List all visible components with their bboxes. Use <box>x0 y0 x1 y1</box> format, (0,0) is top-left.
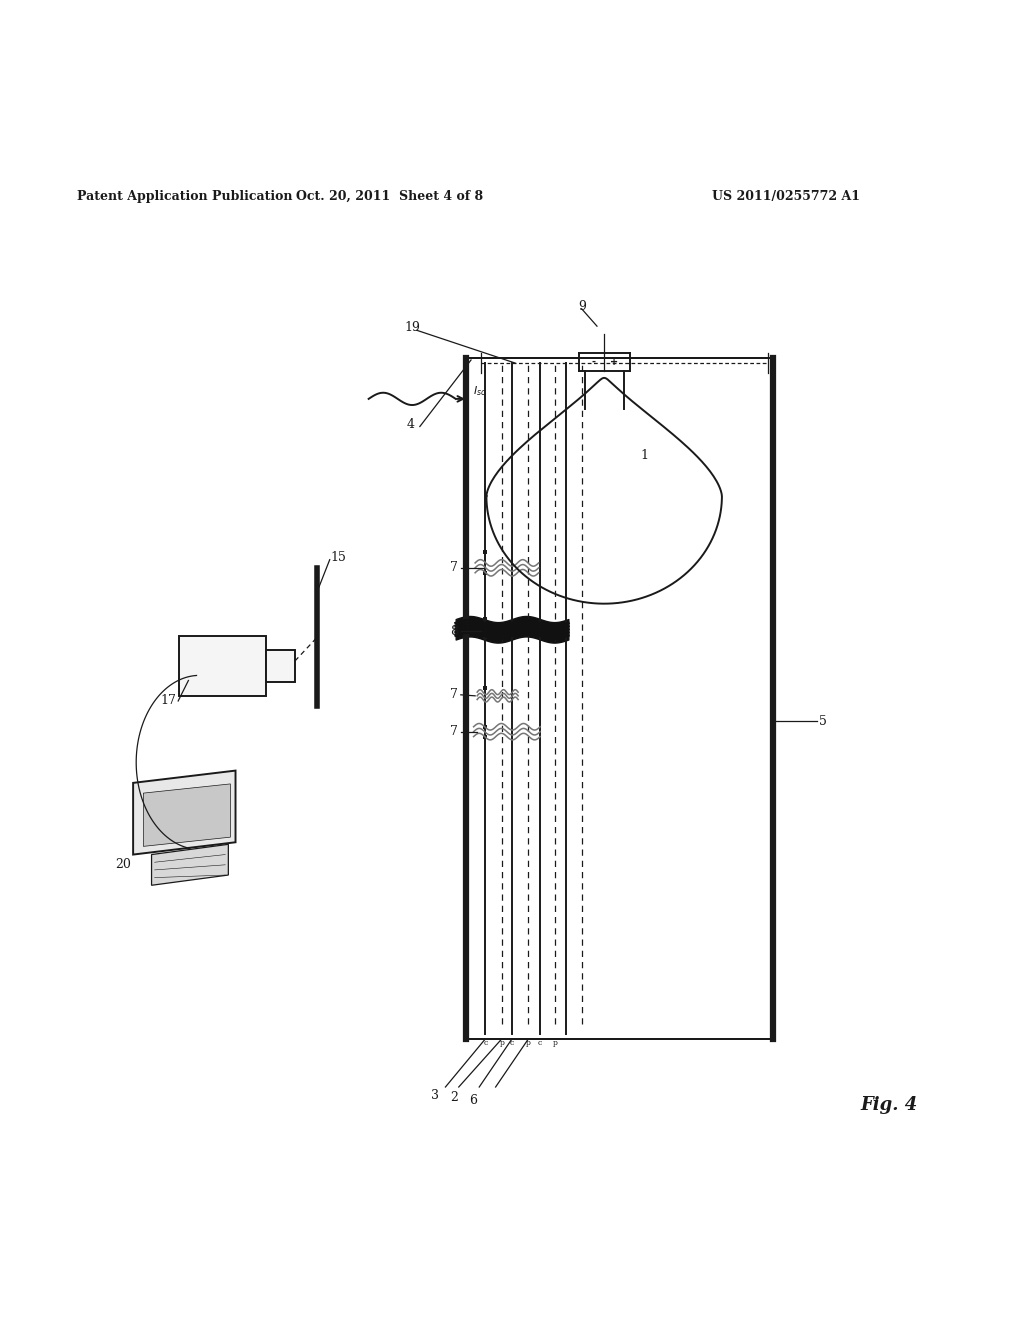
Polygon shape <box>152 845 228 886</box>
Bar <box>466 358 773 1039</box>
Text: 7: 7 <box>450 725 458 738</box>
Text: p: p <box>553 1039 557 1047</box>
Text: 5: 5 <box>819 715 827 727</box>
Text: -: - <box>592 356 596 367</box>
Text: 7: 7 <box>450 561 458 574</box>
Text: 7: 7 <box>450 688 458 701</box>
Text: p: p <box>526 1039 530 1047</box>
Text: US 2011/0255772 A1: US 2011/0255772 A1 <box>712 190 860 203</box>
Text: 15: 15 <box>331 552 347 564</box>
Polygon shape <box>143 784 230 846</box>
Text: 3: 3 <box>431 1089 439 1102</box>
Text: Fig. 4: Fig. 4 <box>860 1097 918 1114</box>
Text: 2: 2 <box>450 1090 458 1104</box>
Polygon shape <box>133 771 236 854</box>
Bar <box>179 636 266 696</box>
Text: 6: 6 <box>469 1094 477 1106</box>
Text: c: c <box>538 1039 542 1047</box>
Bar <box>266 649 295 682</box>
Text: p: p <box>500 1039 504 1047</box>
Text: 20: 20 <box>115 858 131 871</box>
Text: c: c <box>483 1039 487 1047</box>
Text: $I_{sc}$: $I_{sc}$ <box>473 384 486 397</box>
Text: 17: 17 <box>160 694 176 708</box>
Text: 9: 9 <box>579 300 587 313</box>
Text: Patent Application Publication: Patent Application Publication <box>77 190 292 203</box>
Text: 19: 19 <box>404 321 421 334</box>
Text: 1: 1 <box>640 449 648 462</box>
Text: 8: 8 <box>450 624 458 638</box>
Text: Oct. 20, 2011  Sheet 4 of 8: Oct. 20, 2011 Sheet 4 of 8 <box>296 190 482 203</box>
Text: c: c <box>510 1039 514 1047</box>
Text: +: + <box>610 356 618 367</box>
Text: 4: 4 <box>407 418 415 430</box>
